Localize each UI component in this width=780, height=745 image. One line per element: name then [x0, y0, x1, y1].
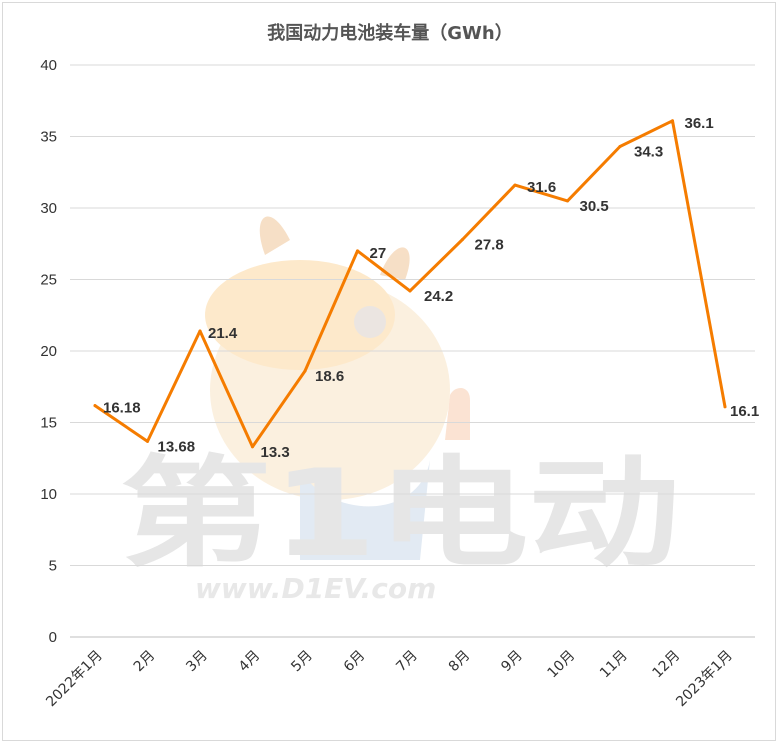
y-tick-label: 5	[49, 558, 57, 575]
data-label: 27	[370, 245, 387, 262]
data-label: 16.1	[730, 403, 759, 420]
data-point	[93, 404, 97, 408]
x-tick-label: 6月	[341, 648, 369, 676]
chart-title: 我国动力电池装车量（GWh）	[267, 22, 512, 44]
watermark: 第1电动 www.D1EV.com	[120, 216, 680, 605]
data-point	[566, 199, 569, 203]
data-point	[356, 249, 359, 253]
x-tick-label: 2022年1月	[43, 648, 106, 711]
x-tick-label: 11月	[597, 648, 631, 682]
x-tick-label: 2023年1月	[673, 648, 736, 711]
data-point	[303, 369, 307, 373]
y-tick-label: 15	[40, 415, 57, 432]
y-tick-label: 40	[40, 57, 57, 74]
gridlines	[70, 64, 755, 638]
series-points	[93, 119, 727, 449]
data-label: 13.3	[261, 444, 290, 461]
x-tick-label: 10月	[545, 648, 579, 682]
y-tick-label: 20	[40, 343, 57, 360]
data-point	[723, 405, 727, 409]
watermark-characters: 第1电动	[120, 445, 680, 584]
y-axis-ticks: 0 5 10 15 20 25 30 35 40	[40, 57, 57, 646]
mascot-watermark-logo	[205, 216, 470, 560]
data-point	[198, 329, 202, 333]
data-label: 31.6	[527, 179, 556, 196]
x-tick-label: 3月	[183, 648, 211, 676]
watermark-url: www.D1EV.com	[195, 572, 436, 605]
data-label: 18.6	[315, 368, 344, 385]
x-tick-label: 12月	[650, 648, 684, 682]
data-point	[671, 119, 674, 123]
data-point	[618, 145, 622, 149]
data-label: 24.2	[424, 288, 453, 305]
x-tick-label: 2月	[131, 648, 159, 676]
data-label: 34.3	[634, 144, 663, 161]
data-point	[251, 445, 254, 449]
data-point	[461, 237, 464, 241]
y-tick-label: 10	[40, 486, 57, 503]
x-tick-label: 7月	[393, 648, 421, 676]
data-label: 30.5	[580, 198, 609, 215]
y-tick-label: 25	[40, 272, 57, 289]
x-tick-label: 4月	[236, 648, 264, 676]
data-labels: 16.18 13.68 21.4 13.3 18.6 27 24.2 27.8 31.6 30.5…	[103, 115, 759, 461]
data-point	[513, 183, 517, 187]
data-point	[408, 289, 412, 293]
x-tick-label: 9月	[498, 648, 526, 676]
data-label: 36.1	[685, 115, 714, 132]
data-label: 27.8	[475, 236, 504, 253]
data-label: 13.68	[158, 438, 196, 455]
y-tick-label: 35	[40, 129, 57, 146]
data-point	[146, 439, 149, 443]
data-label: 16.18	[103, 400, 141, 417]
y-tick-label: 0	[49, 629, 57, 646]
y-tick-label: 30	[40, 200, 57, 217]
data-label: 21.4	[208, 325, 238, 342]
x-tick-label: 5月	[288, 648, 316, 676]
x-tick-label: 8月	[446, 648, 474, 676]
